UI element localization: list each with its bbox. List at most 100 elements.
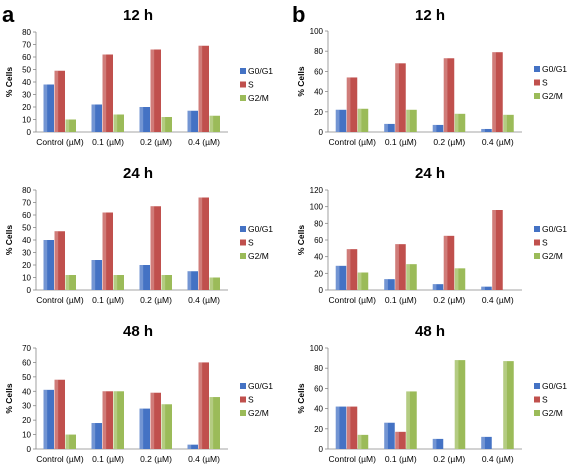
x-tick-label: 0.2 (µM) xyxy=(140,137,172,147)
y-tick-label: 50 xyxy=(22,373,31,382)
y-tick-label: 80 xyxy=(314,219,323,228)
bar-highlight xyxy=(443,235,448,290)
bar xyxy=(209,277,220,290)
x-tick-label: Control (µM) xyxy=(36,137,84,147)
bar xyxy=(384,422,395,449)
y-tick-label: 60 xyxy=(22,53,31,62)
legend-swatch xyxy=(240,396,246,403)
bar-highlight xyxy=(209,115,214,132)
bar-highlight xyxy=(54,231,59,290)
bar xyxy=(357,108,369,132)
legend-label: G0/G1 xyxy=(542,224,567,234)
x-tick-label: 0.4 (µM) xyxy=(188,295,220,305)
y-tick-label: 100 xyxy=(310,344,324,353)
bar xyxy=(54,379,65,449)
panel-letter-a: a xyxy=(2,2,15,27)
y-tick-label: 0 xyxy=(27,128,32,137)
bar-highlight xyxy=(65,275,70,290)
bar xyxy=(432,124,444,132)
y-tick-label: 50 xyxy=(22,224,31,233)
y-tick-label: 30 xyxy=(22,249,31,258)
x-tick-label: 0.4 (µM) xyxy=(482,295,514,305)
y-tick-label: 120 xyxy=(310,186,324,195)
bar xyxy=(481,286,492,290)
bar-highlight xyxy=(346,406,351,449)
x-tick-label: 0.1 (µM) xyxy=(385,454,417,464)
bar xyxy=(139,265,150,290)
bar-highlight xyxy=(481,128,485,132)
bar xyxy=(102,54,113,132)
y-tick-label: 20 xyxy=(314,269,323,278)
y-axis-label: % Cells xyxy=(296,225,306,256)
chart-title: 12 h xyxy=(415,7,445,24)
y-tick-label: 70 xyxy=(22,199,31,208)
legend-label: G0/G1 xyxy=(248,381,273,391)
bar xyxy=(65,119,76,132)
legend-label: G0/G1 xyxy=(542,64,567,74)
legend-swatch xyxy=(240,226,246,232)
legend-swatch xyxy=(534,66,540,72)
bar-highlight xyxy=(384,279,388,290)
legend-label: S xyxy=(542,78,548,88)
y-tick-label: 10 xyxy=(22,116,31,125)
bar xyxy=(161,275,172,290)
bar-highlight xyxy=(91,104,96,132)
bar-highlight xyxy=(139,265,144,290)
bar-highlight xyxy=(161,275,166,290)
bar-highlight xyxy=(91,423,96,449)
bar xyxy=(432,438,444,449)
bar xyxy=(139,408,150,449)
y-tick-label: 60 xyxy=(314,236,323,245)
bar xyxy=(43,84,54,132)
legend-swatch xyxy=(534,79,540,86)
y-tick-label: 100 xyxy=(310,203,324,212)
y-tick-label: 0 xyxy=(27,286,32,295)
y-tick-label: 0 xyxy=(319,445,324,454)
bar-highlight xyxy=(335,109,340,132)
bar-chart: 24 h 0 20 40 60 80 100 120 % Cells Control (µM) 0.… xyxy=(296,165,567,305)
bar xyxy=(454,113,466,132)
legend-label: S xyxy=(248,395,254,405)
y-tick-label: 20 xyxy=(314,108,323,117)
bar-highlight xyxy=(65,434,70,449)
legend-swatch xyxy=(240,81,246,88)
y-tick-label: 0 xyxy=(319,128,324,137)
y-tick-label: 80 xyxy=(22,186,31,195)
chart-title: 24 h xyxy=(415,165,445,182)
bar-highlight xyxy=(454,113,459,132)
bar xyxy=(406,391,417,449)
legend-swatch xyxy=(240,68,246,74)
y-tick-label: 0 xyxy=(27,445,32,454)
legend-label: S xyxy=(542,395,548,405)
bar-highlight xyxy=(150,392,155,449)
bar xyxy=(113,391,124,449)
bar-highlight xyxy=(150,49,155,132)
legend-label: G2/M xyxy=(542,408,563,418)
x-tick-label: 0.1 (µM) xyxy=(92,295,124,305)
y-tick-label: 40 xyxy=(22,387,31,396)
bar xyxy=(65,275,76,290)
bar xyxy=(406,264,417,290)
bar-highlight xyxy=(161,117,166,132)
bar xyxy=(113,275,124,290)
x-tick-label: 0.4 (µM) xyxy=(482,137,514,147)
y-tick-label: 20 xyxy=(22,416,31,425)
bar-highlight xyxy=(481,286,485,290)
legend-label: S xyxy=(248,238,254,248)
chart-title: 48 h xyxy=(123,323,153,340)
bar xyxy=(492,210,503,290)
x-tick-label: 0.2 (µM) xyxy=(433,137,465,147)
bar-chart: 48 h 0 20 40 60 80 100 % Cells Control (µM) 0.1 (… xyxy=(296,323,567,464)
bar xyxy=(395,244,406,290)
y-tick-label: 20 xyxy=(22,103,31,112)
legend-swatch xyxy=(240,239,246,246)
x-tick-label: 0.2 (µM) xyxy=(433,295,465,305)
legend-label: S xyxy=(542,238,548,248)
bar xyxy=(102,391,113,449)
bar xyxy=(43,240,54,290)
x-tick-label: 0.2 (µM) xyxy=(140,454,172,464)
bar-highlight xyxy=(395,244,399,290)
bar xyxy=(384,123,395,132)
legend-swatch xyxy=(534,396,540,403)
y-axis-label: % Cells xyxy=(296,383,306,414)
